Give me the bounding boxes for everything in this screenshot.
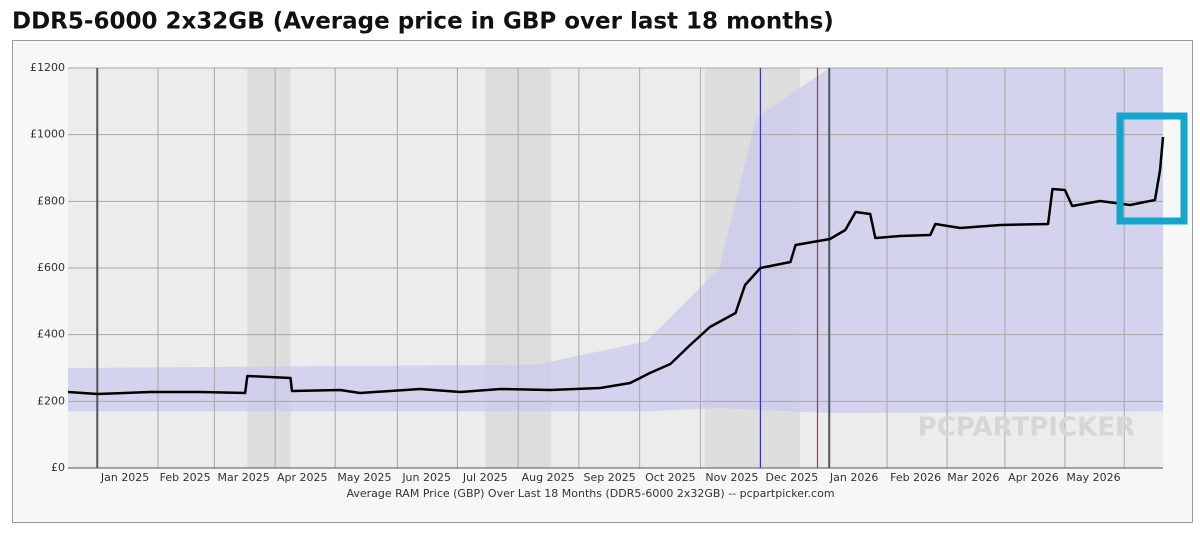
x-tick-label: Feb 2026 (890, 471, 941, 484)
x-tick-label: Dec 2025 (766, 471, 819, 484)
x-tick-label: Feb 2025 (160, 471, 211, 484)
x-tick-label: Aug 2025 (522, 471, 575, 484)
watermark: PCPARTPICKER (918, 413, 1135, 443)
x-axis-label: Average RAM Price (GBP) Over Last 18 Mon… (346, 487, 834, 500)
y-tick-label: £0 (51, 461, 65, 474)
y-tick-label: £1200 (30, 61, 65, 74)
x-tick-label: Jan 2026 (829, 471, 878, 484)
y-tick-label: £600 (37, 261, 65, 274)
x-tick-label: Jan 2025 (100, 471, 149, 484)
y-tick-label: £400 (37, 328, 65, 341)
highlight-box (1116, 112, 1188, 225)
x-tick-label: Jul 2025 (462, 471, 508, 484)
x-tick-label: Apr 2026 (1008, 471, 1059, 484)
x-tick-label: May 2026 (1066, 471, 1120, 484)
y-tick-label: £800 (37, 194, 65, 207)
x-tick-label: Jun 2025 (401, 471, 451, 484)
y-tick-label: £200 (37, 394, 65, 407)
price-line (67, 136, 1165, 396)
x-tick-label: Apr 2025 (277, 471, 328, 484)
x-tick-label: Mar 2025 (218, 471, 270, 484)
chart-title: DDR5-6000 2x32GB (Average price in GBP o… (12, 9, 834, 35)
x-tick-label: Sep 2025 (584, 471, 636, 484)
x-tick-label: Oct 2025 (645, 471, 696, 484)
x-tick-label: Mar 2026 (947, 471, 999, 484)
price-range-band (68, 68, 1163, 413)
y-tick-label: £1000 (30, 128, 65, 141)
x-tick-label: Nov 2025 (705, 471, 758, 484)
x-tick-label: May 2025 (337, 471, 391, 484)
